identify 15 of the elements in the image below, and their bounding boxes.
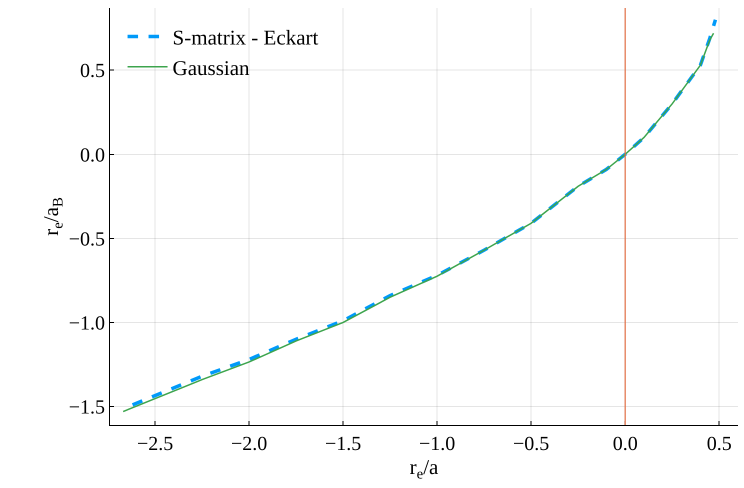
y-tick-label: −1.5 xyxy=(68,396,105,418)
y-tick-label: 0.0 xyxy=(80,144,105,166)
x-tick-label: −1.0 xyxy=(419,433,456,455)
y-tick-label: −1.0 xyxy=(68,312,105,334)
x-axis-title: r$_{e}$/a xyxy=(410,455,440,482)
y-tick-label: −0.5 xyxy=(68,228,105,250)
x-tick-label: 0.5 xyxy=(706,433,732,455)
y-tick-label: 0.5 xyxy=(80,60,105,82)
x-tick-label: −2.0 xyxy=(231,433,268,455)
x-tick-label: −2.5 xyxy=(136,433,174,455)
legend-label: Gaussian xyxy=(172,56,250,80)
x-tick-label: −0.5 xyxy=(513,433,550,455)
x-tick-label: 0.0 xyxy=(612,433,638,455)
legend-label: S-matrix - Eckart xyxy=(172,26,319,50)
x-tick-label: −1.5 xyxy=(325,433,362,455)
